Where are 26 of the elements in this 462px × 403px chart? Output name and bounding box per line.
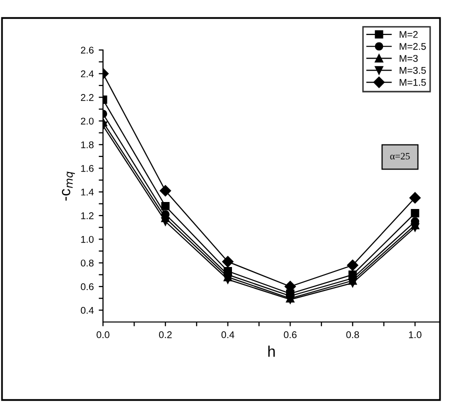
- y-tick-label: 0.6: [80, 283, 94, 290]
- y-tick-label: 0.8: [80, 260, 94, 266]
- y-tick-label: 2.0: [80, 118, 94, 125]
- annotation: α=25: [390, 152, 410, 160]
- x-tick-label: 0.8: [346, 331, 359, 338]
- x-tick-label: 1.0: [409, 331, 422, 338]
- y-tick-label: 2.2: [80, 94, 94, 101]
- y-tick-label: 0.4: [80, 306, 94, 314]
- y-tick-label: 1.8: [81, 141, 94, 148]
- y-axis-title: -c$_{mq}$: [62, 172, 75, 201]
- y-tick-label: 1.6: [81, 164, 94, 172]
- x-tick-label: 0.0: [96, 331, 110, 338]
- legend-label: M=2.5: [400, 42, 426, 50]
- y-tick-label: 1.2: [81, 212, 94, 220]
- y-tick-label: 2.4: [80, 70, 94, 78]
- legend-label: M=2: [400, 31, 418, 38]
- x-tick-label: 0.6: [284, 331, 297, 338]
- x-axis-title: h: [268, 346, 275, 357]
- legend-label: M=3.5: [400, 66, 426, 74]
- legend-label: M=1.5: [400, 79, 426, 86]
- x-tick-label: 0.2: [159, 331, 172, 338]
- x-tick-label: 0.4: [221, 331, 234, 338]
- y-tick-label: 1.4: [81, 188, 94, 196]
- y-tick-label: 1.0: [81, 236, 94, 243]
- legend-label: M=3: [400, 54, 418, 62]
- y-tick-label: 2.6: [80, 46, 94, 54]
